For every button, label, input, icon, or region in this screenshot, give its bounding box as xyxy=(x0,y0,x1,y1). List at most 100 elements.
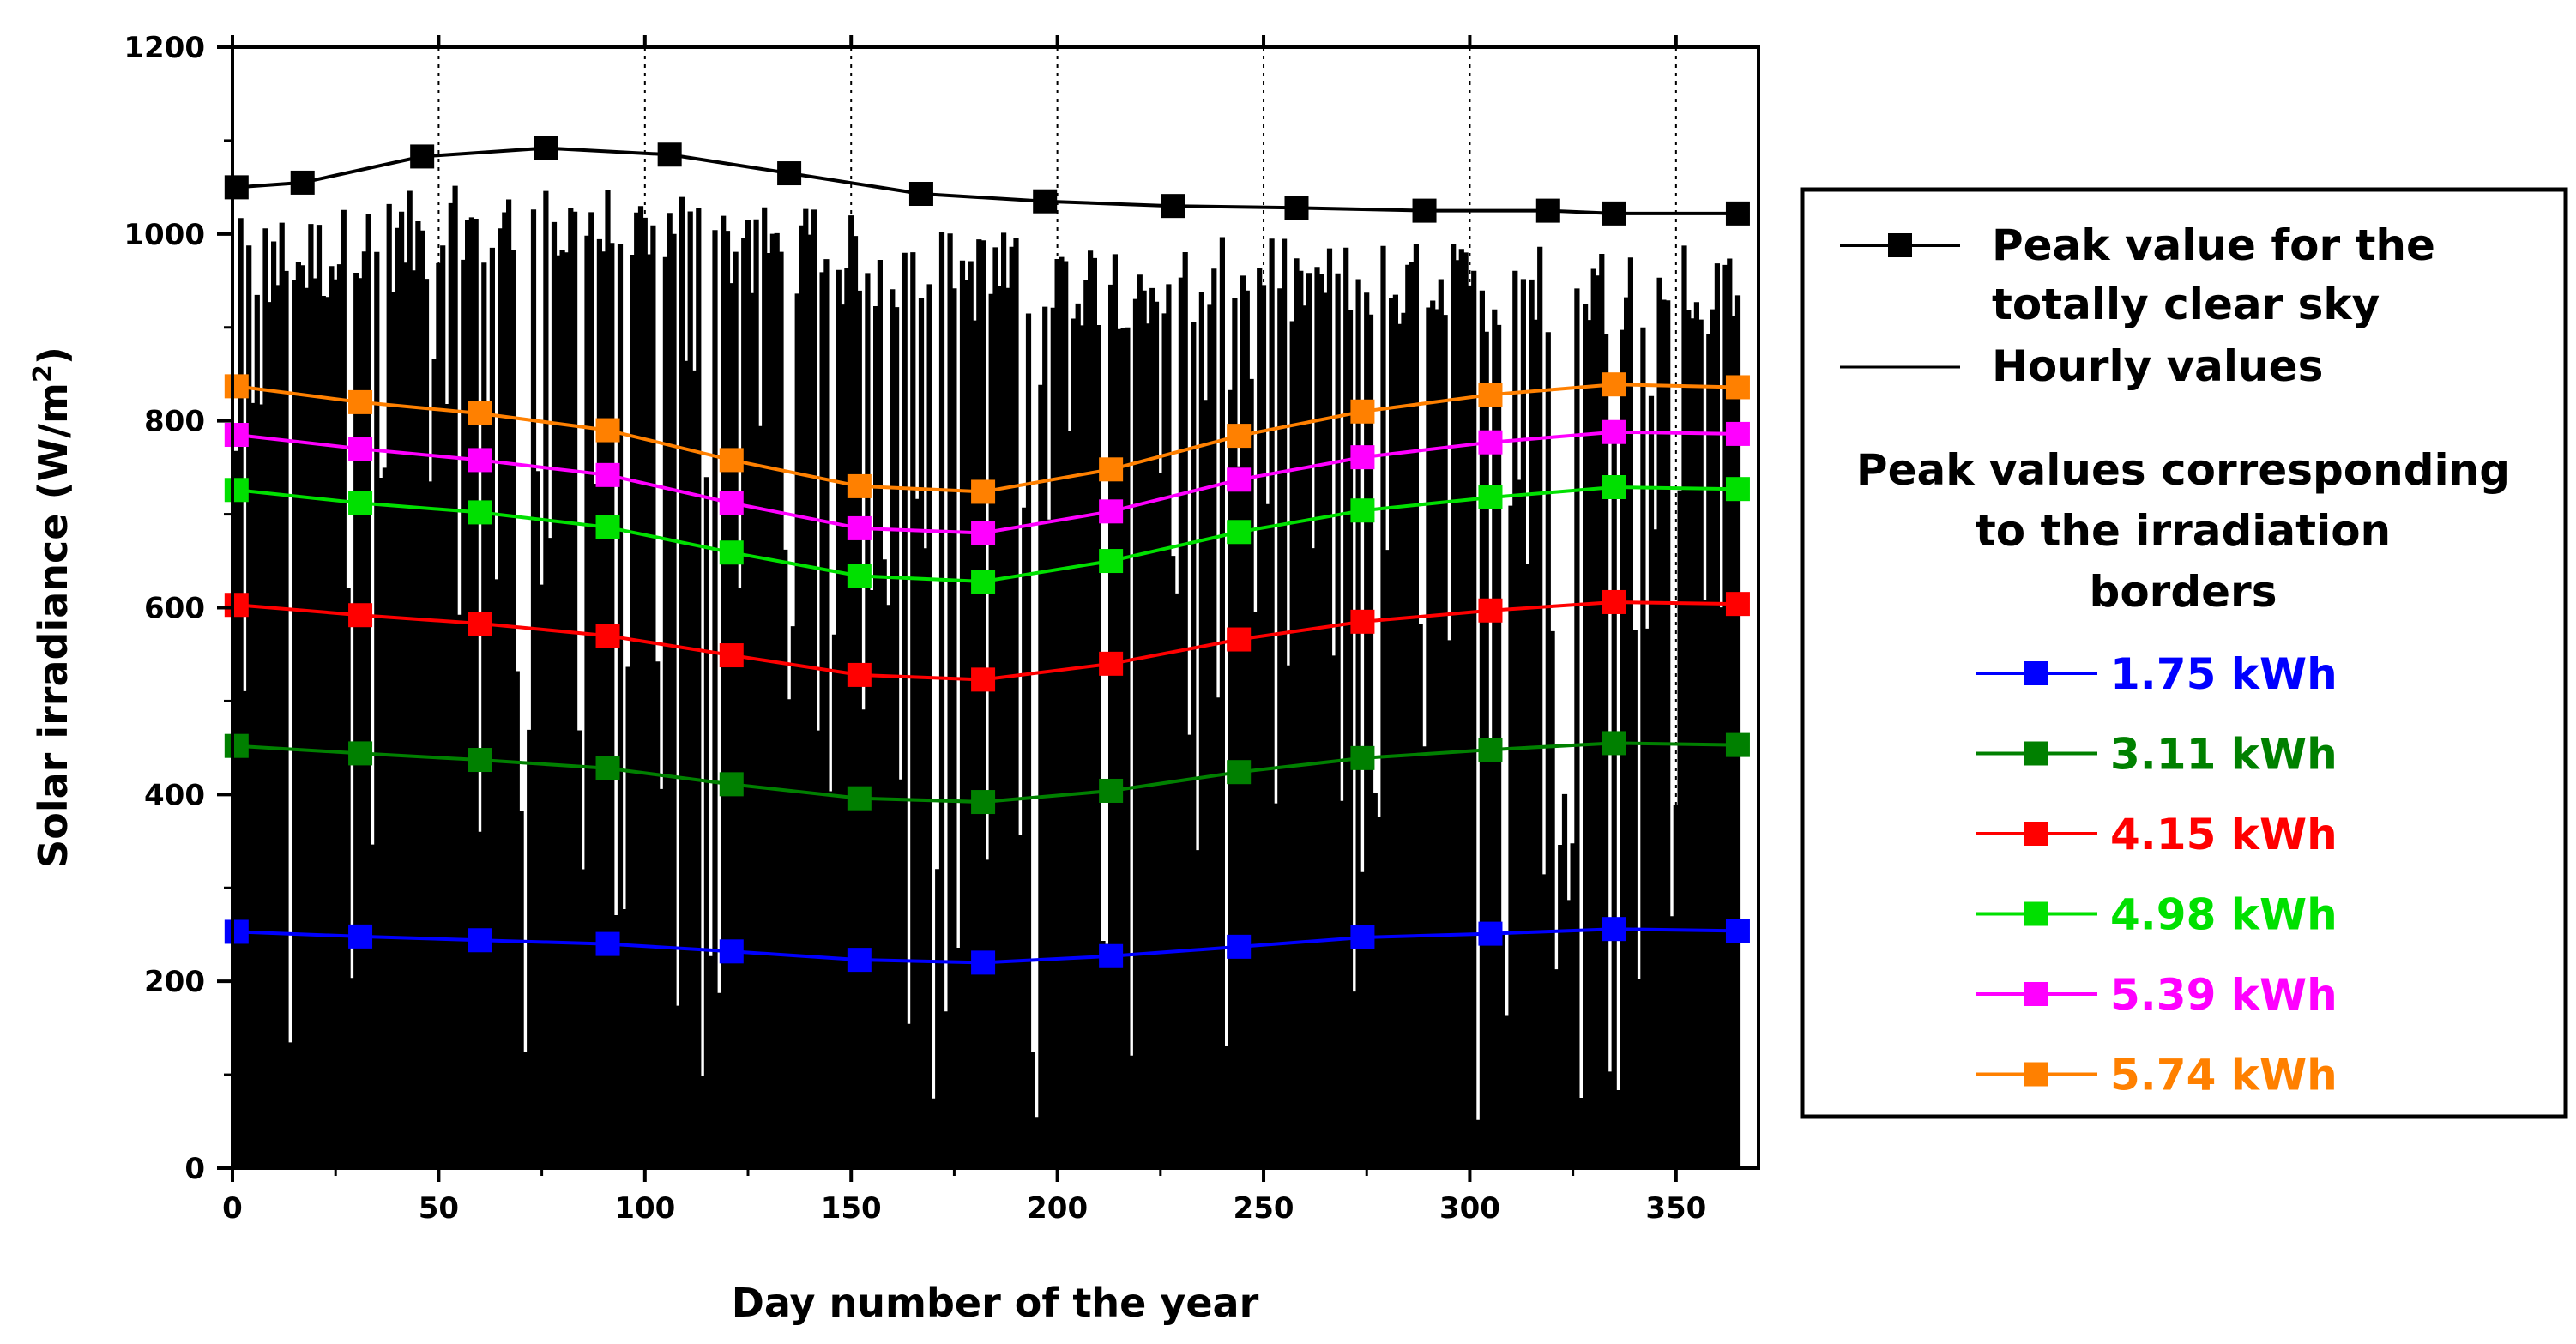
series-5-point xyxy=(595,418,620,443)
hourly-values-bars xyxy=(233,185,1741,1168)
series-1-point xyxy=(1227,760,1252,785)
series-1-point xyxy=(847,786,872,811)
legend-marker-1 xyxy=(2024,741,2048,766)
series-1-point xyxy=(719,772,744,797)
series-1-point xyxy=(468,748,492,773)
series-3-point xyxy=(224,478,249,503)
x-tick-label: 0 xyxy=(222,1191,243,1226)
legend-label-4: 5.39 kWh xyxy=(2110,970,2338,1020)
y-tick-label: 800 xyxy=(144,405,205,439)
series-layer xyxy=(224,136,1750,975)
series-3-point xyxy=(1602,474,1626,499)
series-1-point xyxy=(224,733,249,758)
legend: Peak value for the totally clear sky Hou… xyxy=(1840,220,2510,1100)
series-1-point xyxy=(1099,778,1124,803)
series-1-point xyxy=(1350,745,1375,770)
series-2-point xyxy=(348,603,373,628)
series-3-point xyxy=(468,500,492,525)
clear-sky-point xyxy=(1284,196,1309,220)
series-0-point xyxy=(224,919,249,944)
legend-box xyxy=(1800,187,2568,1119)
series-4-point xyxy=(1350,445,1375,470)
series-5-point xyxy=(719,448,744,473)
dotted-gridlines xyxy=(437,47,1677,1168)
series-0-point xyxy=(1099,943,1124,968)
x-tick-label: 300 xyxy=(1439,1191,1500,1226)
series-1-point xyxy=(1602,731,1626,756)
series-3-point xyxy=(971,570,996,594)
series-0-point xyxy=(348,924,373,949)
series-4-point xyxy=(348,437,373,461)
y-axis-title-main: Solar irradiance (W/m xyxy=(30,383,76,868)
series-5-point xyxy=(1478,383,1503,407)
series-0-point xyxy=(595,931,620,956)
clear-sky-point xyxy=(1412,198,1437,223)
x-tick-label: 100 xyxy=(614,1191,675,1226)
legend-marker-0 xyxy=(2024,661,2048,685)
series-5-point xyxy=(1350,399,1375,424)
legend-label-0: 1.75 kWh xyxy=(2110,649,2338,699)
series-1-point xyxy=(348,741,373,766)
clear-sky-point xyxy=(224,175,249,200)
series-4-point xyxy=(224,423,249,448)
series-0-point xyxy=(1478,921,1503,946)
legend-header-line3: borders xyxy=(2090,567,2277,617)
y-tick-label: 400 xyxy=(144,778,205,812)
legend-label-5: 5.74 kWh xyxy=(2110,1051,2338,1100)
series-1-point xyxy=(1725,732,1750,757)
legend-header-line2: to the irradiation xyxy=(1976,506,2391,556)
series-2-point xyxy=(1478,598,1503,623)
series-2-point xyxy=(719,643,744,668)
series-2-point xyxy=(971,667,996,692)
x-axis-title: Day number of the year xyxy=(732,1280,1259,1326)
series-0-point xyxy=(1725,919,1750,943)
series-4-point xyxy=(1478,430,1503,455)
series-4-point xyxy=(971,521,996,545)
clear-sky-point xyxy=(1725,201,1750,226)
series-4-point xyxy=(719,491,744,515)
y-tick-label: 600 xyxy=(144,592,205,626)
series-2-point xyxy=(1227,627,1252,652)
series-4-point xyxy=(595,462,620,487)
x-tick-label: 200 xyxy=(1027,1191,1088,1226)
series-0-point xyxy=(971,950,996,975)
y-axis-title-superscript: 2 xyxy=(28,365,58,383)
y-tick-label: 0 xyxy=(184,1152,205,1186)
series-0-point xyxy=(1350,925,1375,949)
clear-sky-point xyxy=(410,144,435,169)
series-0-point xyxy=(719,939,744,964)
series-5-point xyxy=(468,401,492,425)
series-5-point xyxy=(348,389,373,414)
series-2-point xyxy=(1350,609,1375,634)
series-0-point xyxy=(1227,934,1252,959)
legend-header-line1: Peak values corresponding xyxy=(1856,445,2510,495)
series-5-point xyxy=(1602,372,1626,397)
y-tick-label: 200 xyxy=(144,965,205,999)
clear-sky-point xyxy=(290,170,315,195)
series-3-point xyxy=(719,540,744,565)
series-4-point xyxy=(1725,421,1750,446)
clear-sky-point xyxy=(777,161,802,186)
series-4-point xyxy=(847,515,872,540)
x-tick-label: 350 xyxy=(1645,1191,1706,1226)
series-2-point xyxy=(1099,651,1124,676)
series-1-point xyxy=(971,790,996,815)
clear-sky-point xyxy=(657,142,682,167)
legend-marker-3 xyxy=(2024,901,2048,926)
legend-marker-2 xyxy=(2024,822,2048,846)
clear-sky-point xyxy=(534,136,558,160)
series-4-point xyxy=(468,448,492,473)
series-0-point xyxy=(847,948,872,973)
clear-sky-point xyxy=(1602,201,1626,226)
legend-clear-sky-label-line1: Peak value for the xyxy=(1992,220,2435,270)
clear-sky-point xyxy=(908,181,933,206)
series-4-point xyxy=(1227,467,1252,492)
y-tick-label: 1000 xyxy=(124,218,205,252)
series-5-point xyxy=(971,479,996,504)
legend-clear-sky-marker xyxy=(1888,233,1912,257)
legend-label-1: 3.11 kWh xyxy=(2110,730,2338,780)
legend-label-2: 4.15 kWh xyxy=(2110,810,2338,859)
series-0-point xyxy=(1602,917,1626,942)
legend-label-3: 4.98 kWh xyxy=(2110,890,2338,940)
series-3-point xyxy=(1099,549,1124,574)
